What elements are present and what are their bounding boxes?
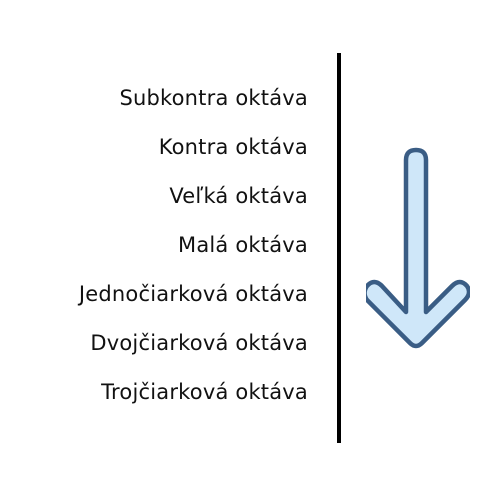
octave-label-trojciarkova: Trojčiarková oktáva — [101, 380, 308, 404]
octave-label-dvojciarkova: Dvojčiarková oktáva — [90, 331, 308, 355]
octave-label-jednociarkova: Jednočiarková oktáva — [78, 282, 308, 306]
octave-label-subkontra: Subkontra oktáva — [119, 86, 308, 110]
octave-label-kontra: Kontra oktáva — [158, 135, 308, 159]
octave-list: Subkontra oktáva Kontra oktáva Veľká okt… — [79, 74, 308, 417]
octave-label-velka: Veľká oktáva — [169, 184, 308, 208]
octave-label-mala: Malá oktáva — [178, 233, 308, 257]
down-arrow-icon — [366, 147, 470, 349]
vertical-divider-line — [337, 53, 341, 443]
